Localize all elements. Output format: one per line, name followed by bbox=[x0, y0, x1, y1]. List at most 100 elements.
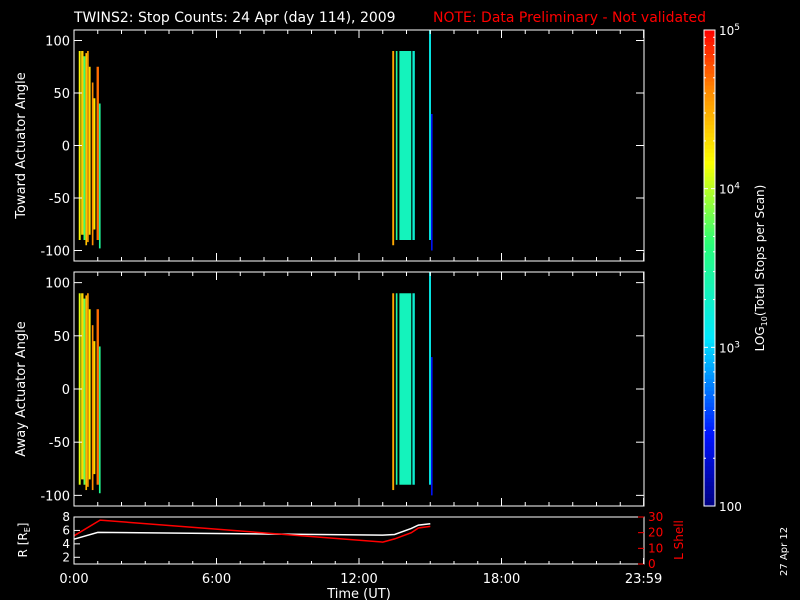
r-axis-label: R [RE] bbox=[16, 523, 32, 558]
colorbar-strip bbox=[704, 414, 715, 420]
colorbar-strip bbox=[704, 212, 715, 218]
colorbar-strip bbox=[704, 192, 715, 198]
colorbar-frame bbox=[703, 29, 716, 507]
y-tick-label: 50 bbox=[53, 330, 70, 345]
colorbar-strip bbox=[704, 252, 715, 257]
colorbar-strip bbox=[704, 454, 715, 459]
colorbar-tick-label: 103 bbox=[719, 340, 740, 355]
colorbar-strip bbox=[704, 438, 715, 444]
colorbar-strip bbox=[704, 494, 715, 499]
colorbar-tick-exp: 4 bbox=[734, 182, 740, 192]
colorbar-strip bbox=[704, 466, 715, 471]
heatmap-cell bbox=[392, 51, 395, 246]
colorbar-strip bbox=[704, 387, 715, 392]
colorbar-strip bbox=[704, 260, 715, 265]
y-tick-label: 50 bbox=[53, 87, 70, 102]
colorbar-strip bbox=[704, 216, 715, 221]
colorbar-strip bbox=[704, 248, 715, 253]
colorbar-strip bbox=[704, 244, 715, 249]
colorbar-strip bbox=[704, 93, 715, 99]
colorbar-strip bbox=[704, 85, 715, 91]
colorbar-strip bbox=[704, 101, 715, 106]
colorbar-strip bbox=[704, 271, 715, 277]
colorbar-strip bbox=[704, 291, 715, 297]
colorbar-strip bbox=[704, 224, 715, 229]
colorbar-strip bbox=[704, 37, 715, 43]
lshell-series-line bbox=[73, 519, 431, 543]
heatmap-cell bbox=[93, 98, 96, 230]
colorbar-strip bbox=[704, 502, 715, 507]
colorbar-strip bbox=[704, 434, 715, 440]
colorbar-strip bbox=[704, 188, 715, 194]
colorbar-label-rest: (Total Stops per Scan) bbox=[753, 185, 767, 316]
heatmap-cell bbox=[430, 357, 433, 496]
colorbar-strip bbox=[704, 145, 715, 150]
panel-toward: 100 50 0 -50 -100 Toward Actuator Angle bbox=[14, 29, 645, 262]
heatmap-cell bbox=[399, 293, 412, 485]
colorbar-strip bbox=[704, 268, 715, 273]
colorbar-strip bbox=[704, 478, 715, 483]
colorbar-strip bbox=[704, 390, 715, 396]
colorbar-strip bbox=[704, 220, 715, 225]
colorbar-strip bbox=[704, 406, 715, 412]
colorbar-strip bbox=[704, 295, 715, 301]
colorbar-strip bbox=[704, 61, 715, 67]
y-tick-label: 6 bbox=[62, 523, 70, 537]
colorbar-strip bbox=[704, 283, 715, 289]
heatmap-cell bbox=[96, 66, 99, 240]
y-tick-label: 0 bbox=[62, 383, 70, 398]
colorbar-strip bbox=[704, 160, 715, 166]
plot-frame bbox=[73, 29, 645, 262]
heatmap-cell bbox=[96, 309, 99, 485]
y-right-tick-label: 0 bbox=[648, 557, 656, 571]
colorbar-strip bbox=[704, 264, 715, 269]
colorbar-strip bbox=[704, 232, 715, 237]
heatmap-cell bbox=[81, 51, 84, 235]
colorbar-strip bbox=[704, 256, 715, 261]
colorbar-tick-exp: 5 bbox=[734, 23, 740, 33]
colorbar-strip bbox=[704, 141, 715, 146]
preliminary-note: NOTE: Data Preliminary - Not validated bbox=[433, 10, 706, 26]
heatmap-cell bbox=[88, 66, 91, 235]
r-axis-label-sub: E bbox=[23, 527, 32, 532]
y-right-tick-label: 10 bbox=[648, 541, 663, 555]
colorbar-tick-base: 100 bbox=[719, 500, 742, 514]
panel-away: 100 50 0 -50 -100 Away Actuator Angle bbox=[14, 271, 645, 507]
heatmap-cell bbox=[83, 298, 86, 485]
plot-title: TWINS2: Stop Counts: 24 Apr (day 114), 2… bbox=[73, 10, 396, 26]
heatmap-cell bbox=[83, 56, 86, 240]
colorbar-strip bbox=[704, 149, 715, 154]
colorbar-strip bbox=[704, 474, 715, 479]
colorbar-strip bbox=[704, 327, 715, 333]
heatmap-cell bbox=[392, 293, 395, 491]
r-series-line bbox=[73, 522, 431, 540]
colorbar-strip bbox=[704, 196, 715, 202]
colorbar-strip bbox=[704, 287, 715, 293]
colorbar-strip bbox=[704, 498, 715, 503]
x-tick-label: 18:00 bbox=[483, 572, 520, 587]
colorbar-strip bbox=[704, 121, 715, 126]
colorbar-strip bbox=[704, 45, 715, 51]
heatmap-cell bbox=[93, 341, 96, 475]
colorbar-strip bbox=[704, 299, 715, 305]
colorbar-strip bbox=[704, 383, 715, 388]
colorbar-strip bbox=[704, 73, 715, 79]
heatmap-cell bbox=[91, 325, 94, 491]
colorbar-strip bbox=[704, 53, 715, 59]
colorbar-strip bbox=[704, 89, 715, 95]
colorbar-strip bbox=[704, 442, 715, 448]
colorbar-strip bbox=[704, 482, 715, 487]
colorbar-strip bbox=[704, 240, 715, 245]
colorbar-strip bbox=[704, 331, 715, 337]
colorbar-strip bbox=[704, 97, 715, 102]
y-axis-label: Toward Actuator Angle bbox=[14, 72, 29, 219]
colorbar-strip bbox=[704, 375, 715, 380]
colorbar-strip bbox=[704, 41, 715, 47]
y-tick-label: 0 bbox=[62, 140, 70, 155]
colorbar-strip bbox=[704, 490, 715, 495]
heatmap-cell bbox=[395, 51, 398, 240]
heatmap-cell bbox=[98, 346, 101, 494]
colorbar-strip bbox=[704, 410, 715, 416]
colorbar-strip bbox=[704, 105, 715, 110]
y-tick-label: 4 bbox=[62, 537, 70, 551]
